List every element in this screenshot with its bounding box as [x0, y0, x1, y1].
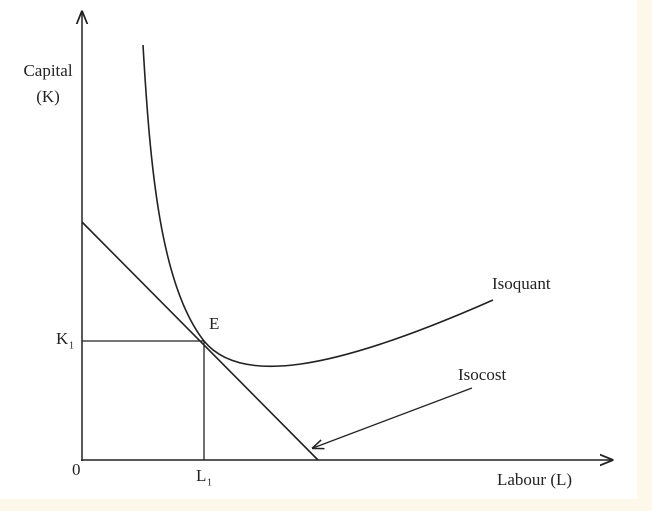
y-label-unit: (K): [36, 87, 60, 106]
y-label: Capital: [23, 61, 72, 80]
isocost-label: Isocost: [458, 365, 506, 384]
k1-label: K: [56, 329, 69, 348]
l1-subscript: 1: [207, 477, 212, 488]
l1-label: L: [196, 466, 206, 485]
panel: [0, 0, 637, 499]
isoquant-label: Isoquant: [492, 274, 551, 293]
equilibrium-label: E: [209, 314, 219, 333]
x-label: Labour (L): [497, 470, 572, 489]
isocost-pointer: [313, 387, 473, 448]
k1-subscript: 1: [69, 340, 74, 351]
origin-label: 0: [72, 460, 81, 479]
